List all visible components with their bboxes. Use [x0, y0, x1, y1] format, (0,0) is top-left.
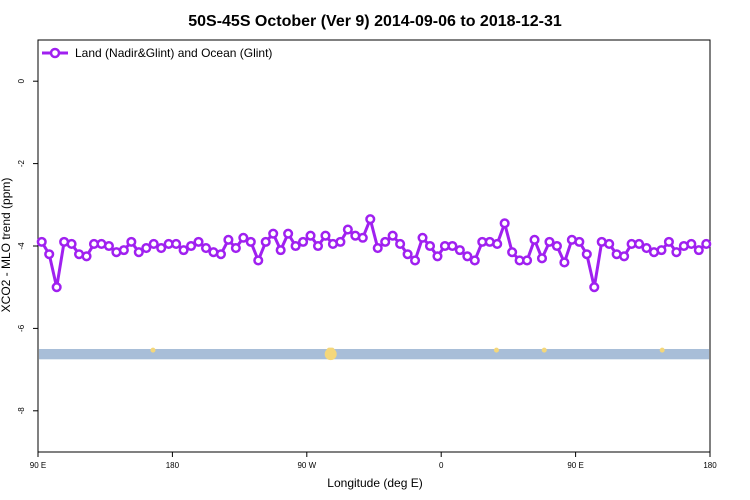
data-point [469, 255, 480, 266]
data-point [141, 243, 152, 254]
data-point [462, 251, 473, 262]
data-point [335, 236, 346, 247]
data-point [701, 238, 712, 249]
data-point [529, 234, 540, 245]
data-point [417, 232, 428, 243]
data-point [230, 243, 241, 254]
data-point [342, 224, 353, 235]
data-point [36, 236, 47, 247]
y-tick-label: -4 [17, 242, 26, 250]
data-point [559, 257, 570, 268]
data-point [589, 282, 600, 293]
data-point [171, 238, 182, 249]
data-point [253, 255, 264, 266]
coverage-band [39, 347, 709, 361]
data-point [671, 247, 682, 258]
chart-title: 50S-45S October (Ver 9) 2014-09-06 to 20… [188, 13, 562, 30]
data-point [178, 245, 189, 256]
y-tick-label: -6 [17, 324, 26, 332]
series-layer [36, 214, 712, 293]
data-point [447, 240, 458, 252]
coverage-band-bar [39, 349, 709, 360]
data-point [268, 228, 279, 239]
data-point [312, 240, 324, 252]
coverage-marker [659, 347, 665, 353]
x-tick-label: 90 E [30, 461, 46, 470]
data-point [544, 236, 555, 247]
data-point [522, 255, 533, 266]
coverage-marker [150, 347, 156, 353]
data-point [51, 282, 62, 293]
data-point [148, 238, 159, 249]
data-point [536, 253, 548, 264]
data-point [424, 240, 436, 252]
data-point [634, 238, 645, 249]
data-point [551, 240, 562, 252]
data-point [686, 238, 697, 249]
x-tick-label: 0 [439, 461, 444, 470]
legend-label: Land (Nadir&Glint) and Ocean (Glint) [75, 46, 272, 60]
data-point [380, 236, 391, 247]
data-point [66, 238, 77, 249]
data-point [298, 236, 309, 247]
coverage-marker [493, 347, 499, 353]
data-point [357, 232, 368, 243]
data-point [581, 249, 592, 260]
data-point [365, 214, 376, 225]
data-point [238, 232, 249, 243]
data-point [103, 240, 114, 252]
data-point [410, 255, 421, 266]
data-point [290, 240, 301, 252]
data-point [81, 251, 92, 262]
data-point [260, 236, 271, 247]
data-point [156, 243, 167, 254]
data-point [193, 236, 204, 247]
data-point [507, 247, 518, 258]
data-point [454, 245, 465, 256]
y-tick-label: 0 [17, 78, 26, 83]
data-point [402, 249, 413, 260]
y-tick-label: -2 [17, 159, 26, 167]
data-point [275, 245, 286, 256]
y-tick-label: -8 [17, 407, 26, 415]
x-tick-label: 180 [703, 461, 717, 470]
data-point [656, 245, 667, 256]
legend-swatch-marker [49, 47, 61, 59]
data-point [133, 247, 144, 258]
data-point [619, 251, 630, 262]
coverage-marker [541, 347, 547, 353]
axes-layer: 90 E 180 90 W 0 90 E 180 0 -2 -4 -6 -8 [17, 78, 717, 470]
legend: Land (Nadir&Glint) and Ocean (Glint) [42, 46, 272, 60]
data-point [641, 243, 652, 254]
data-point [215, 249, 226, 260]
data-point [118, 245, 129, 256]
data-point [492, 238, 503, 249]
x-tick-label: 90 W [297, 461, 316, 470]
data-point [200, 243, 212, 254]
data-point [372, 243, 383, 254]
data-point [305, 230, 316, 241]
x-tick-label: 180 [166, 461, 180, 470]
coverage-marker [324, 348, 337, 361]
data-point [44, 249, 55, 260]
data-point [395, 238, 406, 249]
x-axis-label: Longitude (deg E) [327, 476, 422, 490]
data-point [499, 218, 510, 229]
data-point [126, 236, 137, 247]
data-point [663, 236, 674, 247]
data-point [693, 245, 704, 256]
data-point [320, 230, 331, 241]
data-point [574, 236, 585, 247]
data-point [283, 228, 294, 239]
data-point [245, 236, 256, 247]
y-axis-label: XCO2 - MLO trend (ppm) [0, 178, 13, 313]
data-point [387, 230, 398, 241]
data-point [223, 234, 234, 245]
data-point [432, 251, 443, 262]
x-tick-label: 90 E [567, 461, 583, 470]
data-point [186, 240, 197, 252]
data-point [604, 238, 615, 249]
